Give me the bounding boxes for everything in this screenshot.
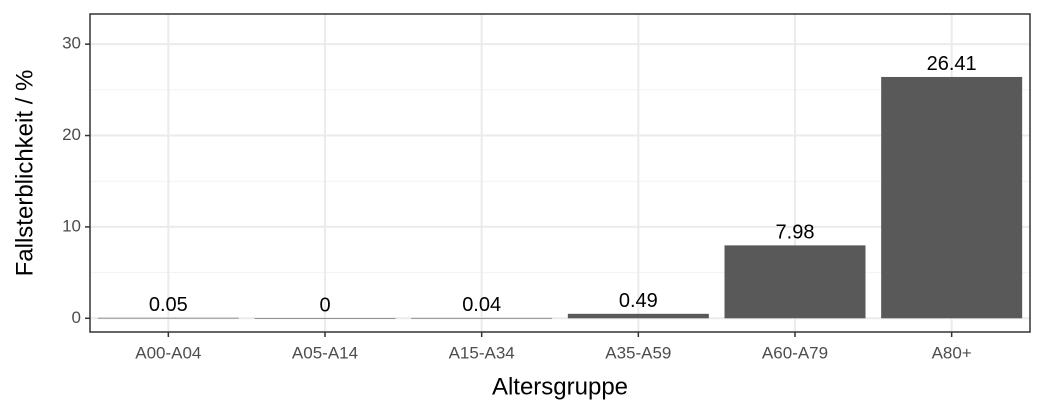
x-tick-label: A00-A04 [135, 343, 201, 362]
bar [724, 245, 866, 319]
x-axis-title: Altersgruppe [492, 373, 628, 400]
bar [881, 76, 1023, 319]
panel-border [89, 13, 1031, 333]
bar [254, 318, 396, 319]
bar [411, 317, 553, 319]
panel [90, 14, 1030, 332]
bar [97, 317, 239, 319]
value-label: 0.04 [462, 294, 501, 316]
value-label: 0.49 [619, 290, 658, 312]
y-tick-label: 10 [62, 216, 81, 235]
x-tick-label: A05-A14 [292, 343, 358, 362]
x-tick-label: A15-A34 [449, 343, 515, 362]
bar [567, 313, 709, 319]
y-tick-label: 30 [62, 34, 81, 53]
value-label: 7.98 [776, 222, 815, 244]
y-tick-label: 20 [62, 125, 81, 144]
value-label: 26.41 [927, 53, 977, 75]
x-tick-label: A60-A79 [762, 343, 828, 362]
x-tick-label: A80+ [932, 343, 972, 362]
value-label: 0.05 [149, 294, 188, 316]
y-tick-label: 0 [72, 308, 81, 327]
y-axis-title: Fallsterblichkeit / % [11, 70, 38, 277]
value-label: 0 [319, 295, 330, 317]
x-tick-label: A35-A59 [605, 343, 671, 362]
